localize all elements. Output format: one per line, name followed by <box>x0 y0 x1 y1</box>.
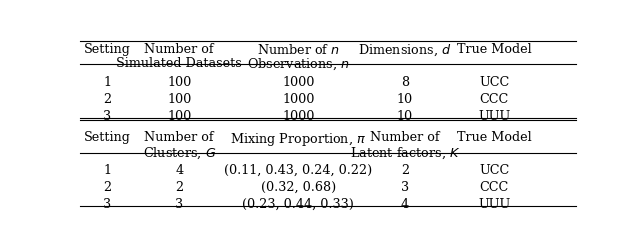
Text: 10: 10 <box>397 109 413 122</box>
Text: UCC: UCC <box>479 164 509 176</box>
Text: 100: 100 <box>167 92 191 105</box>
Text: 2: 2 <box>103 180 111 194</box>
Text: 3: 3 <box>175 198 183 210</box>
Text: 4: 4 <box>175 164 183 176</box>
Text: 100: 100 <box>167 109 191 122</box>
Text: 4: 4 <box>401 198 409 210</box>
Text: 1000: 1000 <box>282 109 314 122</box>
Text: (0.23, 0.44, 0.33): (0.23, 0.44, 0.33) <box>243 198 354 210</box>
Text: Latent factors, $K$: Latent factors, $K$ <box>349 144 460 160</box>
Text: Setting: Setting <box>84 131 131 144</box>
Text: Observations, $n$: Observations, $n$ <box>247 56 349 72</box>
Text: True Model: True Model <box>457 42 532 56</box>
Text: 1000: 1000 <box>282 92 314 105</box>
Text: True Model: True Model <box>457 131 532 144</box>
Text: 1: 1 <box>103 164 111 176</box>
Text: 10: 10 <box>397 92 413 105</box>
Text: 1000: 1000 <box>282 76 314 88</box>
Text: 100: 100 <box>167 76 191 88</box>
Text: Dimensions, $d$: Dimensions, $d$ <box>358 42 452 58</box>
Text: 1: 1 <box>103 76 111 88</box>
Text: Clusters, $G$: Clusters, $G$ <box>143 144 216 160</box>
Text: 3: 3 <box>103 109 111 122</box>
Text: Mixing Proportion, $\pi$: Mixing Proportion, $\pi$ <box>230 131 366 148</box>
Text: (0.11, 0.43, 0.24, 0.22): (0.11, 0.43, 0.24, 0.22) <box>224 164 372 176</box>
Text: Simulated Datasets: Simulated Datasets <box>116 56 242 69</box>
Text: Number of: Number of <box>370 131 440 144</box>
Text: 2: 2 <box>175 180 183 194</box>
Text: (0.32, 0.68): (0.32, 0.68) <box>260 180 336 194</box>
Text: Number of: Number of <box>145 42 214 56</box>
Text: 2: 2 <box>401 164 409 176</box>
Text: 3: 3 <box>103 198 111 210</box>
Text: Setting: Setting <box>84 42 131 56</box>
Text: UUU: UUU <box>478 109 510 122</box>
Text: 8: 8 <box>401 76 409 88</box>
Text: 2: 2 <box>103 92 111 105</box>
Text: $\cdots$ simulation settings $\cdots$: $\cdots$ simulation settings $\cdots$ <box>258 34 398 48</box>
Text: CCC: CCC <box>479 180 509 194</box>
Text: UCC: UCC <box>479 76 509 88</box>
Text: 3: 3 <box>401 180 409 194</box>
Text: Number of $n$: Number of $n$ <box>257 42 340 56</box>
Text: Number of: Number of <box>145 131 214 144</box>
Text: CCC: CCC <box>479 92 509 105</box>
Text: UUU: UUU <box>478 198 510 210</box>
